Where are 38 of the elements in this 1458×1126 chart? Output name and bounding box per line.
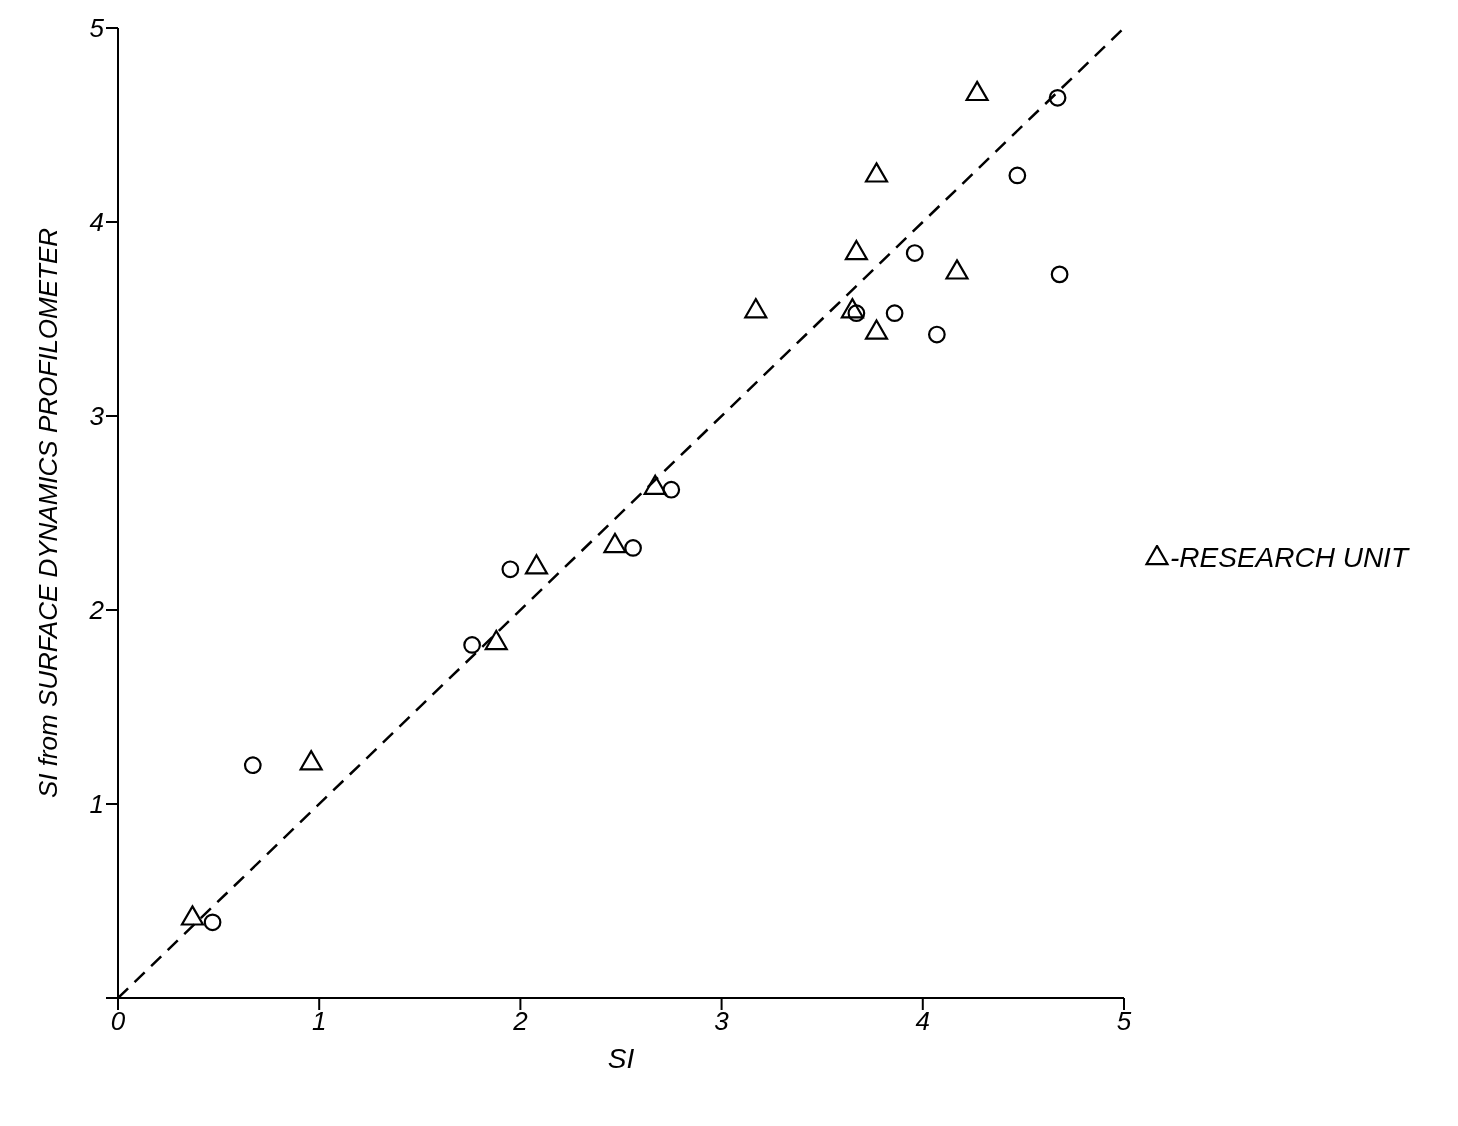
point — [905, 244, 924, 262]
x-tick-label: 4 — [915, 1006, 931, 1037]
y-tick-label: 4 — [89, 207, 104, 238]
point — [524, 554, 549, 575]
legend-label: -RESEARCH UNIT — [1169, 542, 1408, 574]
y-tick-label: 2 — [88, 595, 105, 626]
point — [299, 750, 323, 771]
point — [662, 480, 681, 499]
point — [463, 636, 481, 654]
point — [840, 298, 864, 319]
point — [844, 239, 868, 261]
point — [484, 629, 508, 651]
point — [927, 325, 946, 344]
x-tick-label: 0 — [110, 1006, 126, 1037]
point — [501, 560, 520, 579]
x-tick-label: 5 — [1116, 1006, 1132, 1037]
x-tick-label: 1 — [311, 1006, 327, 1037]
point — [945, 259, 969, 280]
point — [624, 539, 642, 557]
x-tick-label: 3 — [714, 1006, 730, 1037]
point — [885, 304, 904, 323]
point — [864, 162, 889, 183]
x-axis-title: SI — [607, 1043, 635, 1074]
y-axis-title: SI from SURFACE DYNAMICS PROFILOMETER — [33, 227, 64, 799]
point — [1048, 88, 1067, 107]
y-tick-label: 5 — [89, 13, 105, 44]
point — [1050, 265, 1069, 284]
y-tick-label: 3 — [89, 401, 105, 432]
point — [744, 298, 768, 319]
point — [203, 913, 222, 932]
point — [864, 319, 889, 340]
point — [603, 532, 627, 554]
x-tick-label: 2 — [512, 1006, 529, 1037]
point — [643, 474, 667, 495]
y-tick-label: 1 — [89, 789, 104, 820]
point — [243, 756, 262, 775]
point — [965, 80, 989, 102]
point — [1008, 166, 1027, 185]
